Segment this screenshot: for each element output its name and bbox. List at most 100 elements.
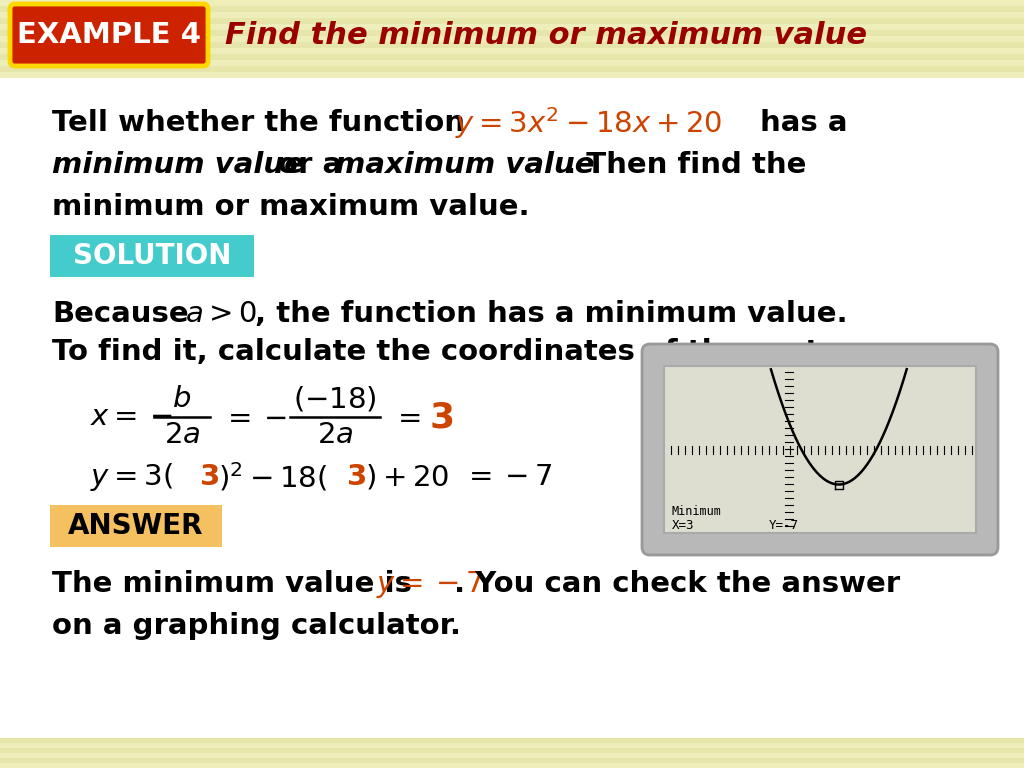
Text: 3: 3 [347, 463, 368, 491]
Text: , the function has a minimum value.: , the function has a minimum value. [255, 300, 848, 328]
Bar [0, 597, 1024, 606]
Bar [0, 624, 1024, 633]
Text: $) + 20$: $) + 20$ [365, 462, 450, 492]
Bar [0, 228, 1024, 237]
Bar [0, 201, 1024, 210]
Text: The minimum value is: The minimum value is [52, 570, 412, 598]
Text: ANSWER: ANSWER [69, 512, 204, 540]
Bar [0, 390, 1024, 399]
Bar [0, 60, 1024, 66]
Bar [0, 687, 1024, 696]
Bar [0, 642, 1024, 651]
Bar [0, 210, 1024, 219]
Text: minimum or maximum value.: minimum or maximum value. [52, 193, 529, 221]
Bar [0, 192, 1024, 201]
Bar [0, 570, 1024, 579]
Bar [0, 345, 1024, 354]
Bar [0, 399, 1024, 408]
Bar [0, 525, 1024, 534]
Bar [0, 237, 1024, 246]
Bar [0, 36, 1024, 42]
Bar [0, 327, 1024, 336]
Bar [0, 498, 1024, 507]
Bar [0, 111, 1024, 120]
Bar [0, 138, 1024, 147]
Text: Tell whether the function: Tell whether the function [52, 109, 465, 137]
Bar [0, 300, 1024, 309]
Bar [0, 763, 1024, 768]
Bar [0, 219, 1024, 228]
Bar [0, 408, 1024, 417]
Text: on a graphing calculator.: on a graphing calculator. [52, 612, 461, 640]
Bar [0, 381, 1024, 390]
Bar [0, 147, 1024, 156]
Bar [0, 264, 1024, 273]
Bar [0, 471, 1024, 480]
Text: $= -$: $= -$ [222, 403, 287, 431]
Bar [0, 183, 1024, 192]
Bar [0, 75, 1024, 84]
Bar [0, 291, 1024, 300]
Text: $=$: $=$ [392, 403, 421, 431]
Bar [664, 366, 976, 533]
Bar [0, 534, 1024, 543]
Bar [0, 72, 1024, 78]
Bar [0, 66, 1024, 72]
Bar [0, 748, 1024, 753]
Bar [0, 732, 1024, 741]
Bar [0, 743, 1024, 748]
FancyBboxPatch shape [10, 4, 208, 66]
Bar [0, 552, 1024, 561]
Bar [0, 129, 1024, 138]
Bar [0, 54, 1024, 60]
Bar [0, 42, 1024, 48]
Bar [0, 6, 1024, 12]
Bar [0, 453, 1024, 462]
Text: $y = 3x^2 - 18x + 20$: $y = 3x^2 - 18x + 20$ [455, 105, 722, 141]
Bar [0, 444, 1024, 453]
Text: $y = -7$: $y = -7$ [376, 568, 483, 600]
Bar [0, 309, 1024, 318]
Bar [0, 696, 1024, 705]
Bar [0, 246, 1024, 255]
Bar [0, 750, 1024, 759]
Bar [0, 0, 1024, 6]
Text: Because: Because [52, 300, 188, 328]
Bar [0, 57, 1024, 66]
Bar [0, 93, 1024, 102]
Bar [0, 372, 1024, 381]
Bar [0, 758, 1024, 763]
Bar [0, 48, 1024, 54]
Text: . You can check the answer: . You can check the answer [454, 570, 900, 598]
Bar [0, 165, 1024, 174]
Bar [0, 714, 1024, 723]
Text: $2a$: $2a$ [164, 421, 201, 449]
Text: To find it, calculate the coordinates of the vertex.: To find it, calculate the coordinates of… [52, 338, 869, 366]
Text: EXAMPLE 4: EXAMPLE 4 [17, 21, 201, 49]
Bar [0, 174, 1024, 183]
Bar [0, 741, 1024, 750]
Bar [0, 561, 1024, 570]
Bar [0, 426, 1024, 435]
Bar [0, 24, 1024, 30]
Bar [0, 78, 1024, 768]
Text: has a: has a [760, 109, 848, 137]
Text: $= -7$: $= -7$ [463, 463, 553, 491]
Bar [0, 669, 1024, 678]
Bar [0, 678, 1024, 687]
Bar [0, 435, 1024, 444]
Text: Y=-7: Y=-7 [769, 519, 799, 532]
Bar [0, 282, 1024, 291]
Bar [0, 12, 1024, 18]
Bar [0, 753, 1024, 758]
Bar [0, 579, 1024, 588]
Bar [0, 102, 1024, 111]
Bar [0, 588, 1024, 597]
Bar [0, 273, 1024, 282]
Text: $y = 3($: $y = 3($ [90, 461, 173, 493]
FancyBboxPatch shape [50, 505, 222, 547]
Text: SOLUTION: SOLUTION [73, 242, 231, 270]
Text: 3: 3 [430, 400, 455, 434]
Bar [0, 660, 1024, 669]
Bar [0, 759, 1024, 768]
